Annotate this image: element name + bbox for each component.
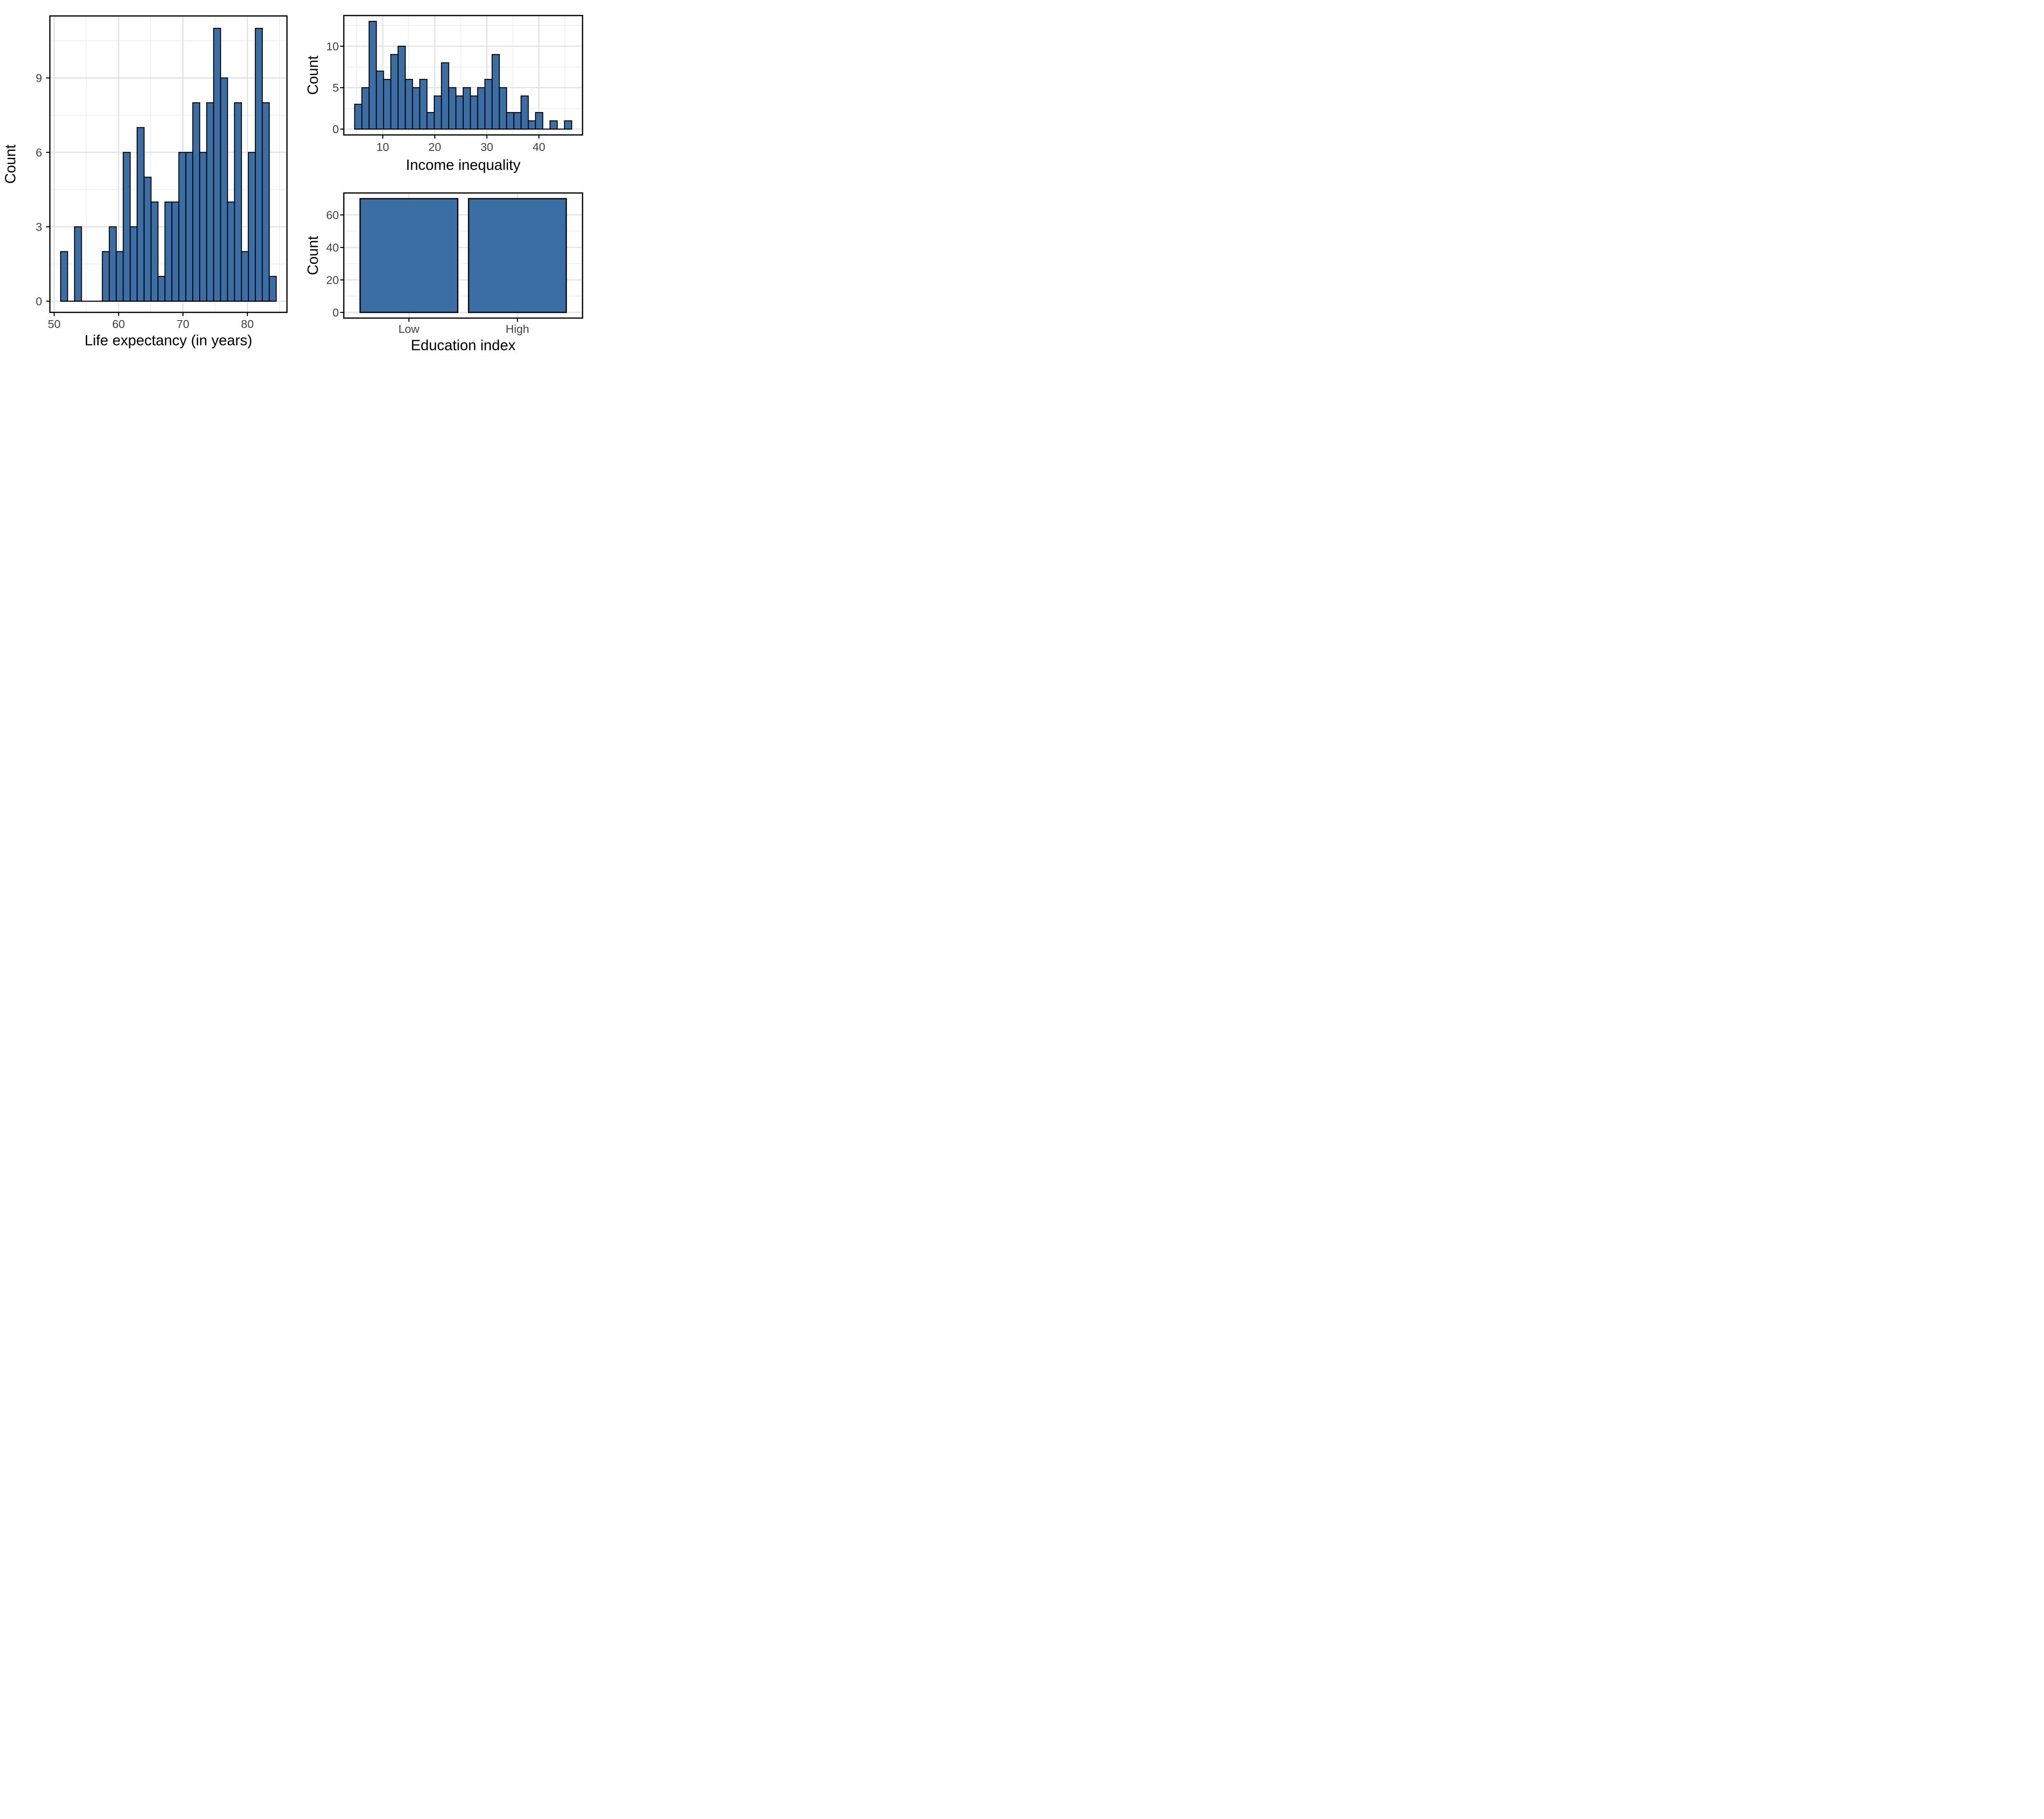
histogram-bar <box>462 87 471 130</box>
y-axis-title: Count <box>305 56 321 95</box>
histogram-bar <box>185 152 193 302</box>
histogram-bar <box>74 226 82 302</box>
y-tick-label: 0 <box>332 123 339 136</box>
histogram-bar <box>528 120 536 130</box>
histogram-bar <box>130 226 138 302</box>
y-tick-label: 6 <box>36 146 42 159</box>
histogram-bar <box>227 201 235 302</box>
y-tick-label: 0 <box>36 295 42 307</box>
histogram-bar <box>506 112 515 130</box>
y-axis-title: Count <box>2 144 19 184</box>
x-axis-title: Education index <box>411 337 515 354</box>
histogram-bar <box>241 251 249 302</box>
histogram-bar <box>248 152 256 302</box>
histogram-bar <box>102 251 110 302</box>
x-tick-label: Low <box>399 323 420 335</box>
x-axis-title: Life expectancy (in years) <box>85 332 252 349</box>
histogram-bar <box>262 102 270 302</box>
histogram-bar <box>499 87 507 130</box>
y-tick-label: 20 <box>326 274 339 286</box>
histogram-bar <box>520 95 529 130</box>
histogram-bar <box>150 201 159 302</box>
x-axis-title: Income inequality <box>406 157 520 173</box>
histogram-bar <box>116 251 124 302</box>
histogram-bar <box>192 102 200 302</box>
x-tick-label: 60 <box>112 318 125 330</box>
histogram-bar <box>434 95 442 130</box>
y-tick-label: 5 <box>332 81 339 94</box>
category-bar <box>468 198 567 313</box>
histogram-bar <box>441 62 449 130</box>
life-expectancy-histogram-svg: 50 60 70 80 0 3 6 9 Life expectancy (in years) Co… <box>2 15 288 349</box>
histogram-bar <box>234 102 242 302</box>
y-tick-label: 60 <box>326 209 339 221</box>
x-tick-label: 80 <box>241 318 254 330</box>
histogram-bar <box>354 103 363 130</box>
histogram-bar <box>426 112 435 130</box>
panel-border <box>49 15 288 313</box>
y-axis-title: Count <box>305 236 321 275</box>
histogram-bar <box>109 226 117 302</box>
panel-border <box>343 192 583 319</box>
histogram-bar <box>549 120 558 130</box>
education-index-bar-svg: Low High 0 20 40 60 Education index Count <box>305 192 583 354</box>
histogram-bar <box>60 251 68 302</box>
histogram-bar <box>220 77 228 302</box>
histogram-bar <box>143 177 152 302</box>
histogram-bar <box>484 79 493 130</box>
histogram-bar <box>405 79 413 130</box>
histogram-bar <box>137 127 145 302</box>
x-tick-label: High <box>506 323 529 335</box>
income-inequality-histogram-svg: 10 20 30 40 0 5 10 Income inequality Count <box>305 15 583 173</box>
histogram-bar <box>255 28 263 302</box>
histogram-bar <box>564 120 572 130</box>
x-tick-label: 40 <box>533 141 545 153</box>
x-tick-label: 20 <box>428 141 441 153</box>
life-expectancy-histogram: 50 60 70 80 0 3 6 9 Life expectancy (in years) Co… <box>0 0 303 364</box>
category-bar <box>359 198 459 313</box>
histogram-bar <box>376 70 384 130</box>
histogram-bar <box>513 112 522 130</box>
x-tick-label: 50 <box>48 318 61 330</box>
histogram-bar <box>213 28 221 302</box>
histogram-bar <box>448 87 457 130</box>
histogram-bar <box>397 45 406 130</box>
y-tick-label: 9 <box>36 72 42 84</box>
x-tick-label: 30 <box>480 141 493 153</box>
histogram-bar <box>157 276 166 302</box>
histogram-bar <box>123 152 131 302</box>
panel-border <box>343 15 583 136</box>
histogram-bar <box>206 102 214 302</box>
histogram-bar <box>455 95 464 130</box>
y-tick-label: 3 <box>36 220 42 233</box>
histogram-bar <box>361 87 370 130</box>
histogram-bar <box>383 79 392 130</box>
histogram-bar <box>164 201 173 302</box>
histogram-bar <box>171 201 179 302</box>
histogram-bar <box>477 87 486 130</box>
histogram-bar <box>390 54 399 130</box>
education-index-bar: Low High 0 20 40 60 Education index Count <box>303 180 589 364</box>
histogram-bar <box>491 54 500 130</box>
histogram-bar <box>412 87 420 130</box>
y-tick-label: 40 <box>326 241 339 254</box>
histogram-bar <box>178 152 186 302</box>
x-tick-label: 10 <box>377 141 389 153</box>
histogram-bar <box>419 79 428 130</box>
histogram-bar <box>199 152 207 302</box>
histogram-bar <box>269 276 277 302</box>
histogram-bar <box>470 95 478 130</box>
income-inequality-histogram: 10 20 30 40 0 5 10 Income inequality Count <box>303 0 589 188</box>
y-tick-label: 0 <box>332 306 339 319</box>
histogram-bar <box>368 21 377 130</box>
x-tick-label: 70 <box>177 318 189 330</box>
statistical-figure: 50 60 70 80 0 3 6 9 Life expectancy (in years) Co… <box>0 0 589 364</box>
histogram-bar <box>535 112 543 130</box>
y-tick-label: 10 <box>326 40 339 53</box>
